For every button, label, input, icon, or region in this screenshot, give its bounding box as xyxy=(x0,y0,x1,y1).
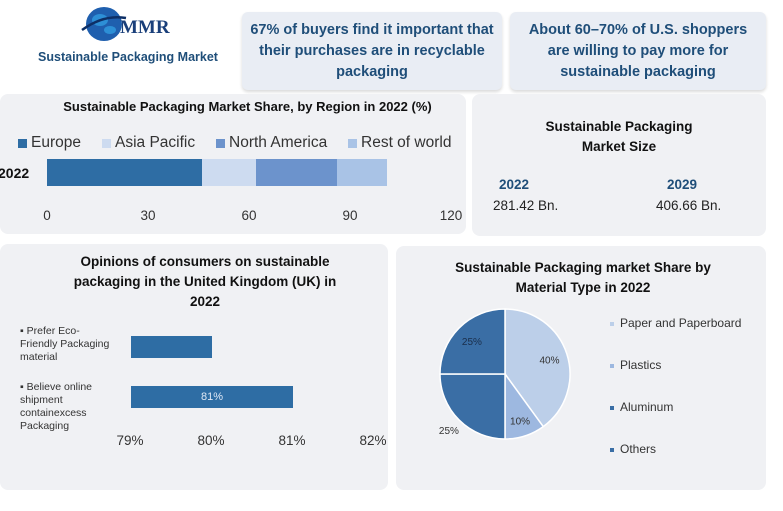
legend-label: Plastics xyxy=(620,358,662,372)
legend-swatch xyxy=(348,138,357,148)
pie-slice-aluminum xyxy=(439,373,506,440)
legend-label: Europe xyxy=(31,134,81,151)
pie-chart-title: Sustainable Packaging market Share by Ma… xyxy=(438,258,728,298)
x-tick-label: 80% xyxy=(197,433,225,448)
category-label: ▪ Believe online shipment containexcess Pac… xyxy=(20,381,130,433)
region-category-label: 2022 xyxy=(0,165,30,181)
pie-slice-others xyxy=(439,308,506,375)
legend-label: North America xyxy=(229,134,328,151)
market-size-value-2022: 281.42 Bn. xyxy=(493,198,559,213)
market-size-panel xyxy=(472,94,766,236)
pie-data-label: 10% xyxy=(510,416,530,427)
logo-text: MMR xyxy=(120,17,170,38)
category-label-line: ▪ Believe online xyxy=(20,381,93,393)
legend-item-asia-pacific: Asia Pacific xyxy=(102,134,195,152)
pie-chart-title-text: Sustainable Packaging market Share by Ma… xyxy=(455,260,711,295)
callout-recyclable: 67% of buyers find it important that the… xyxy=(242,12,502,90)
data-label: 81% xyxy=(200,391,224,403)
uk-chart-title-text: Opinions of consumers on sustainable pac… xyxy=(73,254,337,309)
x-tick-label: 79% xyxy=(116,433,144,448)
pie-legend-others: Others xyxy=(610,442,656,456)
legend-swatch xyxy=(102,138,111,148)
legend-item-rest-of-world: Rest of world xyxy=(348,134,451,152)
legend-swatch xyxy=(610,405,614,410)
bar-asia-pacific xyxy=(201,159,256,186)
market-size-title: Sustainable Packaging Market Size xyxy=(510,117,728,157)
x-tick-label: 90 xyxy=(342,208,358,223)
legend-label: Paper and Paperboard xyxy=(620,316,742,330)
x-tick-label: 60 xyxy=(241,208,257,223)
region-chart-title-text: Sustainable Packaging Market Share, by R… xyxy=(63,99,432,114)
bar-north-america xyxy=(255,159,337,186)
pie-data-label: 40% xyxy=(540,356,560,367)
pie-data-label: 25% xyxy=(462,337,482,348)
x-tick-label: 120 xyxy=(439,208,463,223)
x-tick-label: 30 xyxy=(140,208,156,223)
legend-swatch xyxy=(216,138,225,148)
legend-swatch xyxy=(18,138,27,148)
header-subtitle: Sustainable Packaging Market xyxy=(38,50,218,64)
pie-legend-aluminum: Aluminum xyxy=(610,400,673,414)
pie-slice-paper-and-paperboard xyxy=(504,308,571,428)
x-tick-label: 0 xyxy=(43,208,51,223)
material-pie-chart: 40% 10% 25% 25% xyxy=(439,308,571,440)
uk-chart-title: Opinions of consumers on sustainable pac… xyxy=(60,252,350,312)
x-tick-label: 81% xyxy=(278,433,306,448)
market-size-year-2022: 2022 xyxy=(499,177,530,192)
x-tick-label: 82% xyxy=(359,433,387,448)
category-label: ▪ Prefer Eco- Friendly Packaging material xyxy=(20,325,130,364)
legend-label: Others xyxy=(620,442,657,456)
logo: MMR xyxy=(80,4,190,44)
market-size-title-line1: Sustainable Packaging xyxy=(545,119,693,134)
bar-rest-of-world xyxy=(336,159,388,186)
legend-item-north-america: North America xyxy=(216,134,327,152)
legend-swatch xyxy=(610,321,614,326)
bar-believe-online-shipment-containexcess-packaging xyxy=(131,386,293,408)
callout-pay-more: About 60–70% of U.S. shoppers are willin… xyxy=(510,12,766,90)
market-size-year-2029: 2029 xyxy=(667,177,698,192)
pie-legend-plastics: Plastics xyxy=(610,358,661,372)
category-label-line: Packaging xyxy=(20,420,70,432)
legend-swatch xyxy=(610,363,614,368)
category-label-line: shipment xyxy=(20,394,63,406)
category-label-line: containexcess xyxy=(20,407,87,419)
market-size-value-2029: 406.66 Bn. xyxy=(656,198,722,213)
market-size-title-line2: Market Size xyxy=(581,139,657,154)
uk-opinions-panel xyxy=(0,244,388,490)
globe-icon xyxy=(81,7,127,41)
region-chart-title: Sustainable Packaging Market Share, by R… xyxy=(50,98,445,116)
bar-europe xyxy=(47,159,202,186)
bar-prefer-eco-friendly-packaging-material xyxy=(131,336,212,358)
category-label-line: Friendly Packaging xyxy=(20,338,110,350)
legend-label: Asia Pacific xyxy=(115,134,196,151)
pie-legend-paper-and-paperboard: Paper and Paperboard xyxy=(610,316,741,330)
legend-item-europe: Europe xyxy=(18,134,81,152)
category-label-line: material xyxy=(20,351,58,363)
legend-label: Rest of world xyxy=(361,134,452,151)
category-label-line: ▪ Prefer Eco- xyxy=(20,325,80,337)
legend-label: Aluminum xyxy=(620,400,674,414)
pie-data-label: 25% xyxy=(439,426,459,437)
legend-swatch xyxy=(610,447,614,452)
